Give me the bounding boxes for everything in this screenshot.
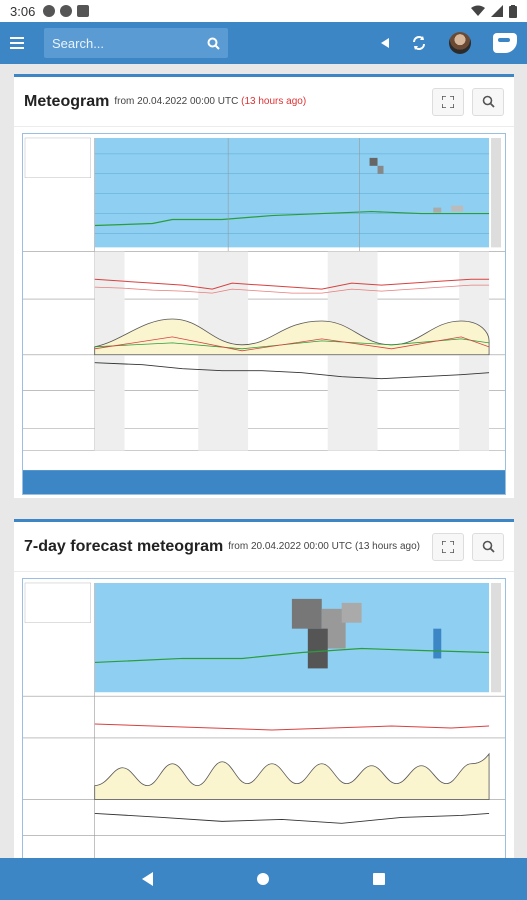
felt-temp-line	[94, 336, 490, 352]
dewpoint-line	[94, 338, 490, 350]
seven-day-chart[interactable]	[22, 578, 506, 858]
cloud-cell	[291, 598, 322, 629]
cloud-panel	[94, 582, 490, 693]
pressure-line	[94, 362, 490, 380]
fullscreen-button[interactable]	[432, 532, 464, 561]
zoom-icon	[482, 95, 495, 108]
wind-gust-line	[94, 723, 490, 731]
zoom-icon	[482, 540, 495, 553]
status-bar: 3:06	[0, 0, 527, 22]
search-input[interactable]: Search...	[44, 28, 228, 58]
cloud-panel	[94, 137, 490, 248]
temperature-area	[94, 752, 490, 800]
cloud-cell	[307, 628, 328, 669]
pressure-line	[94, 812, 490, 824]
wind-gust-line	[94, 278, 490, 290]
card-from: from 20.04.2022 00:00 UTC	[228, 541, 353, 552]
recents-icon[interactable]	[373, 873, 385, 885]
battery-icon	[509, 4, 517, 18]
cloud-cell	[377, 165, 384, 174]
fullscreen-button[interactable]	[432, 87, 464, 116]
card-title: Meteogram	[24, 92, 110, 110]
cloud-cell	[433, 207, 442, 213]
back-icon[interactable]	[142, 872, 153, 886]
fullscreen-icon	[442, 95, 454, 108]
collapse-left-icon[interactable]	[381, 38, 389, 48]
avatar[interactable]	[449, 32, 471, 54]
card-ago: (13 hours ago)	[241, 96, 307, 107]
meteogram-card: Meteogram from 20.04.2022 00:00 UTC (13 …	[14, 74, 514, 498]
zoom-button[interactable]	[472, 532, 504, 561]
chart-legend	[24, 137, 91, 179]
notification-icon	[43, 5, 56, 17]
rain-cell	[433, 628, 442, 659]
search-icon[interactable]	[207, 37, 220, 50]
zoom-button[interactable]	[472, 87, 504, 116]
signal-icon	[491, 5, 503, 17]
cloud-cell	[341, 602, 362, 623]
refresh-icon[interactable]	[411, 35, 427, 51]
status-time: 3:06	[10, 3, 36, 19]
freezing-level-line	[94, 210, 490, 227]
chart-footer	[23, 470, 505, 494]
wind-speed-line	[94, 284, 490, 294]
fullscreen-icon	[442, 540, 454, 553]
cloud-cell	[451, 205, 464, 212]
cloud-legend	[491, 582, 502, 693]
home-icon[interactable]	[257, 873, 269, 885]
meteogram-chart[interactable]	[22, 133, 506, 495]
temperature-area	[94, 318, 490, 356]
meteoblue-logo-icon[interactable]	[493, 33, 517, 53]
content-area[interactable]: Meteogram from 20.04.2022 00:00 UTC (13 …	[0, 64, 527, 858]
app-bar: Search...	[0, 22, 527, 64]
chart-legend	[24, 582, 91, 623]
card-title: 7-day forecast meteogram	[24, 537, 224, 555]
menu-icon[interactable]	[10, 37, 24, 49]
sd-card-icon	[77, 5, 90, 17]
cloud-legend	[491, 137, 502, 248]
wifi-icon	[471, 5, 485, 16]
freezing-level-line	[94, 647, 490, 664]
card-ago: (13 hours ago)	[354, 541, 420, 552]
card-from: from 20.04.2022 00:00 UTC	[114, 96, 239, 107]
app-notification-icon	[60, 5, 73, 17]
seven-day-card: 7-day forecast meteogram from 20.04.2022…	[14, 519, 514, 858]
android-nav-bar	[0, 858, 527, 900]
search-placeholder: Search...	[52, 35, 105, 51]
cloud-cell	[369, 157, 378, 166]
